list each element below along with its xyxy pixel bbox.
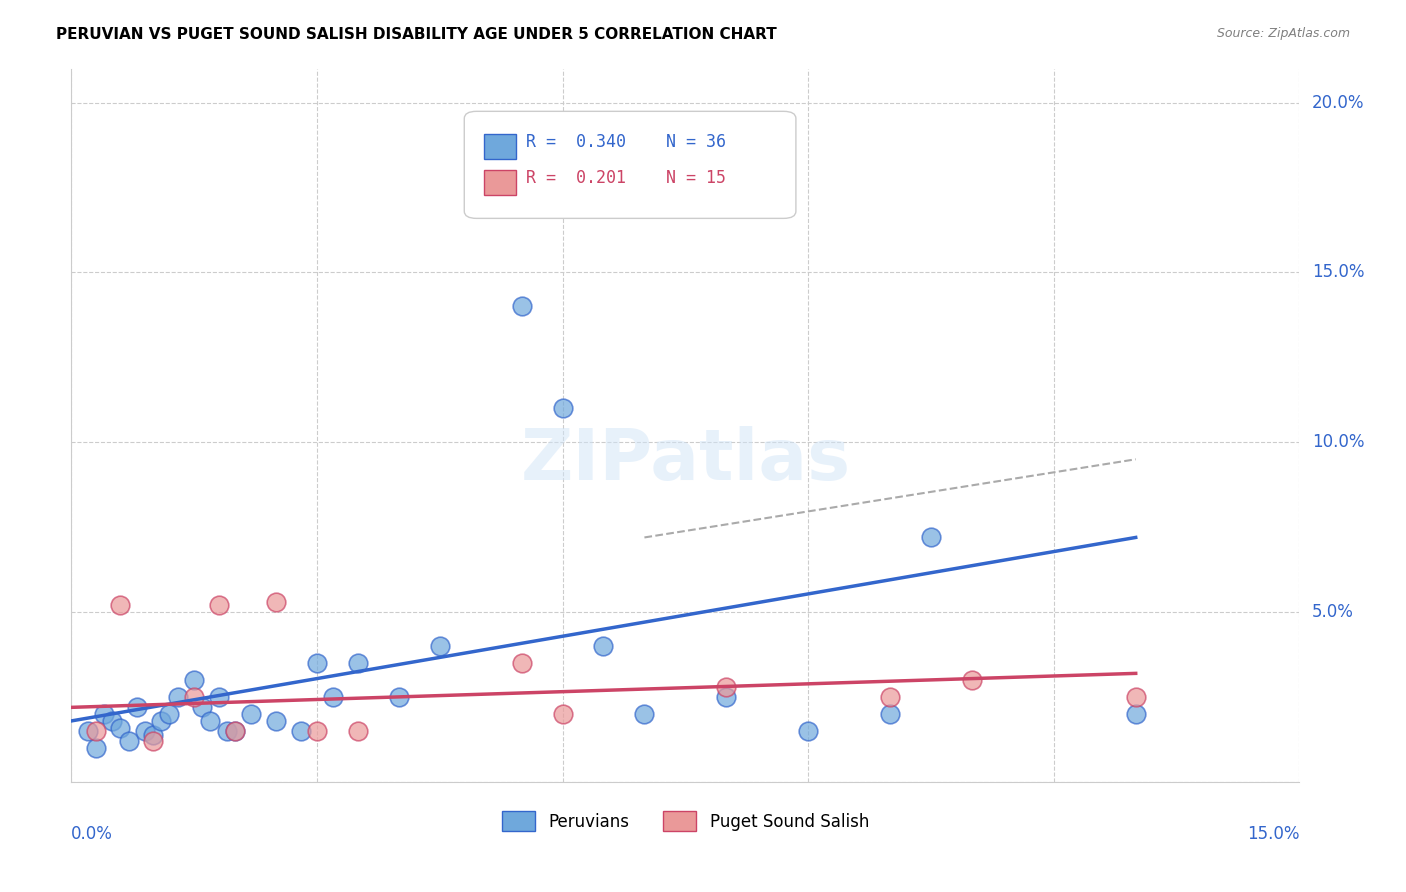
Point <box>633 707 655 722</box>
Point <box>920 531 942 545</box>
Point <box>264 714 287 728</box>
Point <box>716 690 738 705</box>
Point <box>305 656 328 670</box>
Point <box>183 690 205 705</box>
Text: 0.0%: 0.0% <box>72 825 112 843</box>
Point <box>429 639 451 653</box>
Point <box>510 656 533 670</box>
Point <box>879 690 901 705</box>
Text: 20.0%: 20.0% <box>1312 94 1364 112</box>
Point <box>592 639 614 653</box>
Point <box>960 673 983 688</box>
Point <box>1125 707 1147 722</box>
Point <box>716 680 738 694</box>
Point <box>93 707 115 722</box>
Text: Source: ZipAtlas.com: Source: ZipAtlas.com <box>1216 27 1350 40</box>
Point <box>215 724 238 739</box>
Point <box>551 401 574 416</box>
Point <box>879 707 901 722</box>
Point <box>797 724 820 739</box>
Point <box>84 741 107 756</box>
Point <box>224 724 246 739</box>
Point <box>347 724 370 739</box>
Legend: Peruvians, Puget Sound Salish: Peruvians, Puget Sound Salish <box>495 805 876 838</box>
Point <box>110 721 132 735</box>
Point <box>150 714 173 728</box>
Text: ZIPatlas: ZIPatlas <box>520 426 851 495</box>
FancyBboxPatch shape <box>464 112 796 219</box>
Point <box>117 734 139 748</box>
Point <box>240 707 263 722</box>
Point <box>290 724 312 739</box>
Point <box>101 714 124 728</box>
Point <box>142 734 165 748</box>
Point <box>84 724 107 739</box>
Point <box>207 599 229 613</box>
Point <box>470 180 492 194</box>
Text: 10.0%: 10.0% <box>1312 434 1364 451</box>
Point <box>142 727 165 741</box>
Point <box>264 595 287 609</box>
Point <box>510 299 533 313</box>
Text: 15.0%: 15.0% <box>1312 263 1364 281</box>
Point <box>1125 690 1147 705</box>
Point <box>159 707 181 722</box>
Point <box>191 700 214 714</box>
Point <box>551 707 574 722</box>
Point <box>76 724 98 739</box>
Text: 15.0%: 15.0% <box>1247 825 1299 843</box>
Point <box>134 724 156 739</box>
Point <box>305 724 328 739</box>
Point <box>388 690 411 705</box>
Text: PERUVIAN VS PUGET SOUND SALISH DISABILITY AGE UNDER 5 CORRELATION CHART: PERUVIAN VS PUGET SOUND SALISH DISABILIT… <box>56 27 778 42</box>
Point <box>207 690 229 705</box>
FancyBboxPatch shape <box>484 170 516 194</box>
Text: R =  0.340    N = 36: R = 0.340 N = 36 <box>526 133 725 151</box>
Point <box>322 690 344 705</box>
Text: 5.0%: 5.0% <box>1312 603 1354 621</box>
Point <box>110 599 132 613</box>
Point <box>200 714 222 728</box>
Point <box>166 690 188 705</box>
FancyBboxPatch shape <box>484 135 516 159</box>
Point <box>224 724 246 739</box>
Point <box>183 673 205 688</box>
Point <box>347 656 370 670</box>
Text: R =  0.201    N = 15: R = 0.201 N = 15 <box>526 169 725 186</box>
Point <box>125 700 148 714</box>
